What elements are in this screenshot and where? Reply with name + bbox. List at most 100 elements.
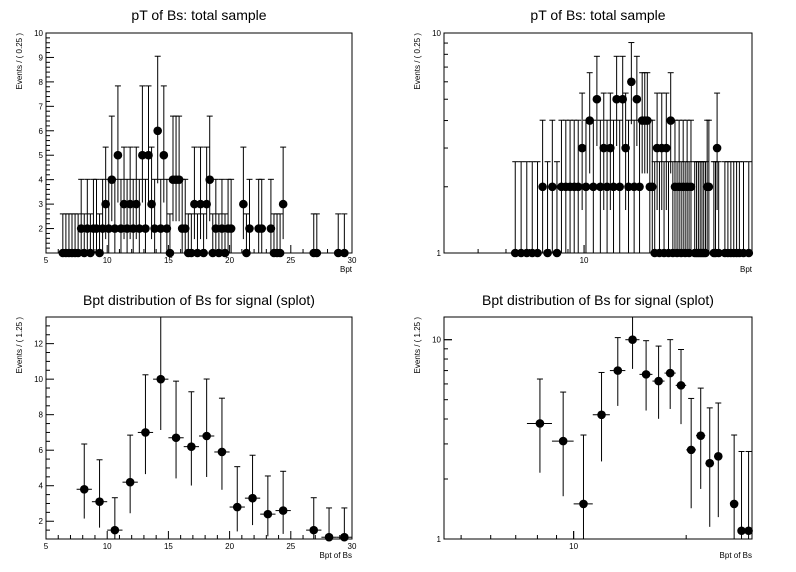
data-point <box>306 497 322 539</box>
x-tick-label: 30 <box>348 542 357 551</box>
y-axis-label: Events / ( 1.25 ) <box>413 317 422 374</box>
x-tick-label: 5 <box>44 256 49 265</box>
data-marker <box>104 224 114 233</box>
data-point <box>92 178 101 253</box>
data-point <box>107 497 123 539</box>
data-marker <box>141 224 150 233</box>
chart-panel-4: Bpt distribution of Bs for signal (splot… <box>413 292 753 560</box>
data-point <box>125 146 135 240</box>
data-marker <box>324 532 334 542</box>
data-point <box>694 161 703 258</box>
data-marker <box>217 224 227 233</box>
data-point <box>266 178 276 253</box>
data-marker <box>340 532 349 542</box>
data-marker <box>239 199 248 209</box>
data-point <box>147 146 156 240</box>
data-marker <box>211 224 221 233</box>
data-marker <box>510 248 520 258</box>
data-marker <box>196 199 205 209</box>
y-tick-label: 4 <box>39 176 44 185</box>
data-marker <box>577 143 587 153</box>
data-point <box>119 146 129 240</box>
x-tick-label: 10 <box>103 256 112 265</box>
data-point <box>612 55 621 147</box>
data-point <box>137 374 154 475</box>
data-marker <box>242 248 251 258</box>
x-axis-label: Bpt of Bs <box>720 551 752 560</box>
data-marker <box>199 248 208 258</box>
data-point <box>744 450 753 539</box>
data-point <box>543 161 552 258</box>
data-marker <box>144 150 153 160</box>
data-point <box>686 397 697 509</box>
data-marker <box>712 143 722 153</box>
data-marker <box>79 248 89 258</box>
data-point <box>214 213 224 258</box>
chart-panel-1: pT of Bs: total sample 5 10 15 20 25 30 2 3 4 5 6 7 8… <box>15 7 357 274</box>
data-marker <box>599 143 609 153</box>
data-point <box>79 213 89 258</box>
data-point <box>98 178 107 253</box>
data-marker <box>579 499 588 509</box>
data-marker <box>110 525 120 535</box>
data-point <box>165 213 175 258</box>
chart-panel-2: pT of Bs: total sample 10 1 10 Bpt Events / (… <box>413 7 754 274</box>
data-point <box>526 378 552 473</box>
data-point <box>116 178 126 253</box>
data-point <box>86 213 95 258</box>
data-point <box>729 434 739 539</box>
data-point <box>73 213 83 258</box>
y-tick-label: 12 <box>34 340 43 349</box>
data-point <box>174 115 184 222</box>
data-marker <box>76 224 86 233</box>
data-point <box>739 161 748 258</box>
data-marker <box>131 199 141 209</box>
chart-panel-3: Bpt distribution of Bs for signal (splot… <box>15 292 357 560</box>
data-point <box>168 380 184 479</box>
data-marker <box>86 248 95 258</box>
data-marker <box>573 182 583 192</box>
data-marker <box>686 445 696 455</box>
chart-title: pT of Bs: total sample <box>131 7 266 23</box>
data-point <box>652 345 665 419</box>
data-point <box>122 434 138 514</box>
data-marker <box>101 199 110 209</box>
data-marker <box>248 493 257 503</box>
data-marker <box>73 248 83 258</box>
data-point <box>675 349 687 425</box>
data-marker <box>125 477 135 487</box>
data-marker <box>704 182 714 192</box>
data-point <box>650 161 660 258</box>
data-point <box>552 161 562 258</box>
data-point <box>573 434 593 539</box>
data-point <box>522 161 532 258</box>
data-point <box>260 475 276 537</box>
data-point <box>110 178 120 253</box>
data-marker <box>156 374 166 384</box>
data-point <box>196 146 205 240</box>
y-tick-label: 1 <box>437 249 442 258</box>
data-point <box>695 161 705 258</box>
data-point <box>153 316 169 430</box>
data-marker <box>245 224 254 233</box>
data-point <box>101 146 110 240</box>
data-point <box>712 92 722 211</box>
data-marker <box>612 94 621 104</box>
data-point <box>333 213 343 258</box>
data-point <box>183 391 199 486</box>
data-point <box>76 443 92 519</box>
y-tick-label: 7 <box>39 102 44 111</box>
data-point <box>680 161 690 258</box>
data-marker <box>116 224 126 233</box>
y-tick-label: 6 <box>39 127 44 136</box>
data-marker <box>220 248 230 258</box>
data-marker <box>125 199 135 209</box>
x-tick-label: 10 <box>580 256 589 265</box>
data-marker <box>147 199 156 209</box>
data-marker <box>581 182 591 192</box>
x-axis-label: Bpt <box>340 265 353 274</box>
data-point <box>696 387 706 489</box>
chart-title: pT of Bs: total sample <box>530 7 665 23</box>
data-point <box>686 119 696 253</box>
data-point <box>599 92 609 211</box>
